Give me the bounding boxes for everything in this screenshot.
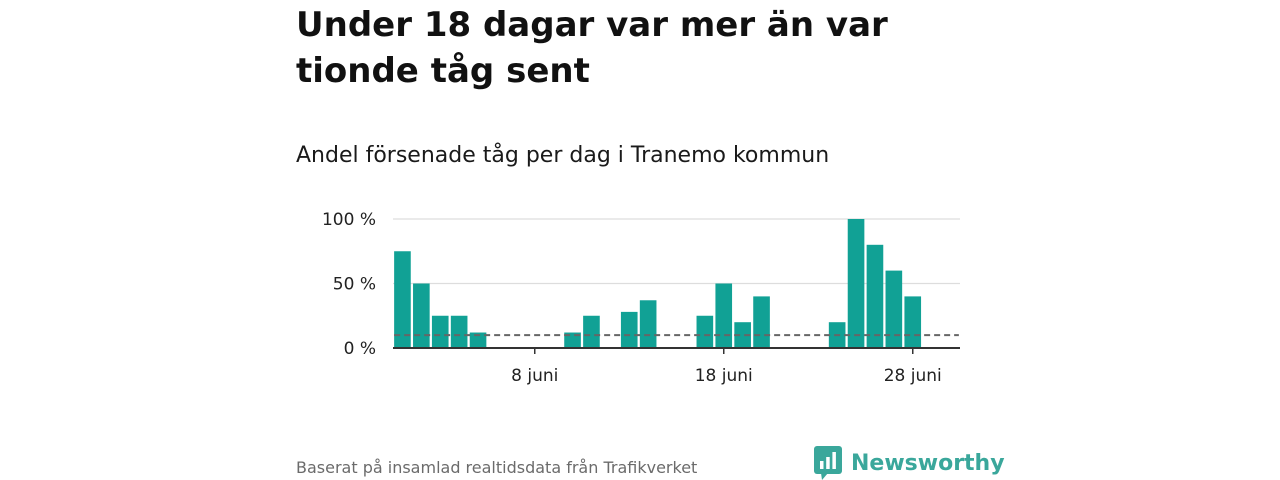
- bar-day-2: [413, 283, 430, 348]
- x-axis-ticks: 8 juni 18 juni 28 juni: [511, 348, 942, 386]
- bar-day-27: [885, 270, 903, 348]
- bar-day-13: [620, 311, 638, 348]
- bar-day-1: [394, 251, 411, 348]
- x-tick-label-28: 28 juni: [884, 366, 942, 386]
- grid-lines: [393, 218, 960, 285]
- brand-logo[interactable]: Newsworthy: [814, 446, 1005, 480]
- newsworthy-logo-icon: [814, 446, 842, 480]
- bar-chart: 0 % 50 % 100 % 8 juni 18 juni 28 juni: [322, 210, 960, 386]
- bar-day-4: [450, 315, 468, 348]
- bar-day-19: [734, 322, 751, 348]
- bar-day-3: [431, 315, 449, 348]
- chart-title: Andel försenade tåg per dag i Tranemo ko…: [296, 143, 830, 168]
- bar-day-28: [904, 296, 922, 348]
- bar-day-11: [583, 315, 600, 348]
- brand-name: Newsworthy: [851, 450, 1005, 476]
- bars: [394, 219, 922, 348]
- headline: Under 18 dagar var mer än var tionde tåg…: [296, 5, 888, 91]
- y-tick-label-0: 0 %: [344, 339, 376, 359]
- y-tick-label-50: 50 %: [333, 275, 376, 295]
- bar-day-10: [564, 332, 581, 348]
- bar-day-20: [753, 296, 770, 348]
- x-tick-label-18: 18 juni: [695, 366, 753, 386]
- source-note: Baserat på insamlad realtidsdata från Tr…: [296, 458, 698, 477]
- x-tick-label-8: 8 juni: [511, 366, 558, 386]
- y-tick-label-100: 100 %: [322, 210, 376, 230]
- bar-day-25: [847, 219, 865, 348]
- bar-day-26: [866, 244, 884, 348]
- bar-day-17: [696, 315, 714, 348]
- y-axis-tick-labels: 0 % 50 % 100 %: [322, 210, 376, 359]
- bar-day-18: [715, 283, 733, 348]
- bar-day-5: [469, 332, 487, 348]
- bar-day-14: [639, 300, 657, 348]
